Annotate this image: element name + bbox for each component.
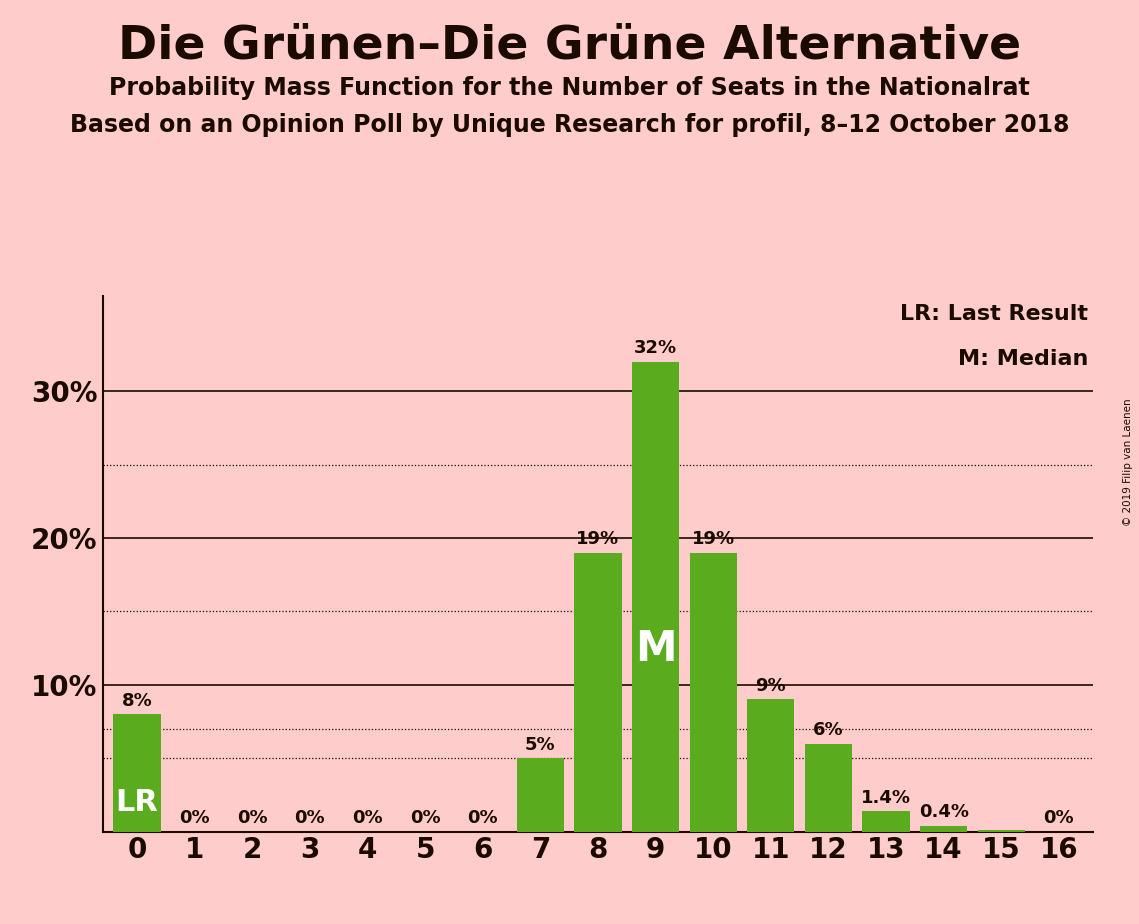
- Bar: [805, 744, 852, 832]
- Text: 5%: 5%: [525, 736, 556, 754]
- Text: 0%: 0%: [1043, 809, 1074, 827]
- Bar: [747, 699, 794, 832]
- Text: © 2019 Filip van Laenen: © 2019 Filip van Laenen: [1123, 398, 1133, 526]
- Text: 0%: 0%: [410, 809, 441, 827]
- Text: 6%: 6%: [813, 721, 844, 739]
- Text: 0%: 0%: [467, 809, 498, 827]
- Bar: [517, 759, 564, 832]
- Text: 0.4%: 0.4%: [919, 803, 968, 821]
- Text: 0%: 0%: [295, 809, 326, 827]
- Bar: [114, 714, 161, 832]
- Text: 0%: 0%: [237, 809, 268, 827]
- Text: Based on an Opinion Poll by Unique Research for profil, 8–12 October 2018: Based on an Opinion Poll by Unique Resea…: [69, 113, 1070, 137]
- Bar: [632, 362, 679, 832]
- Text: M: Median: M: Median: [958, 349, 1089, 370]
- Text: 8%: 8%: [122, 692, 153, 710]
- Text: LR: LR: [116, 788, 158, 817]
- Bar: [862, 811, 910, 832]
- Text: 0%: 0%: [179, 809, 210, 827]
- Text: Probability Mass Function for the Number of Seats in the Nationalrat: Probability Mass Function for the Number…: [109, 76, 1030, 100]
- Text: 32%: 32%: [634, 339, 678, 358]
- Text: LR: Last Result: LR: Last Result: [901, 304, 1089, 323]
- Text: 0%: 0%: [352, 809, 383, 827]
- Bar: [977, 830, 1025, 832]
- Text: 19%: 19%: [576, 530, 620, 548]
- Text: 1.4%: 1.4%: [861, 789, 911, 807]
- Text: M: M: [634, 628, 677, 670]
- Text: 9%: 9%: [755, 677, 786, 695]
- Bar: [920, 826, 967, 832]
- Text: 19%: 19%: [691, 530, 735, 548]
- Text: Die Grünen–Die Grüne Alternative: Die Grünen–Die Grüne Alternative: [118, 23, 1021, 68]
- Bar: [689, 553, 737, 832]
- Bar: [574, 553, 622, 832]
